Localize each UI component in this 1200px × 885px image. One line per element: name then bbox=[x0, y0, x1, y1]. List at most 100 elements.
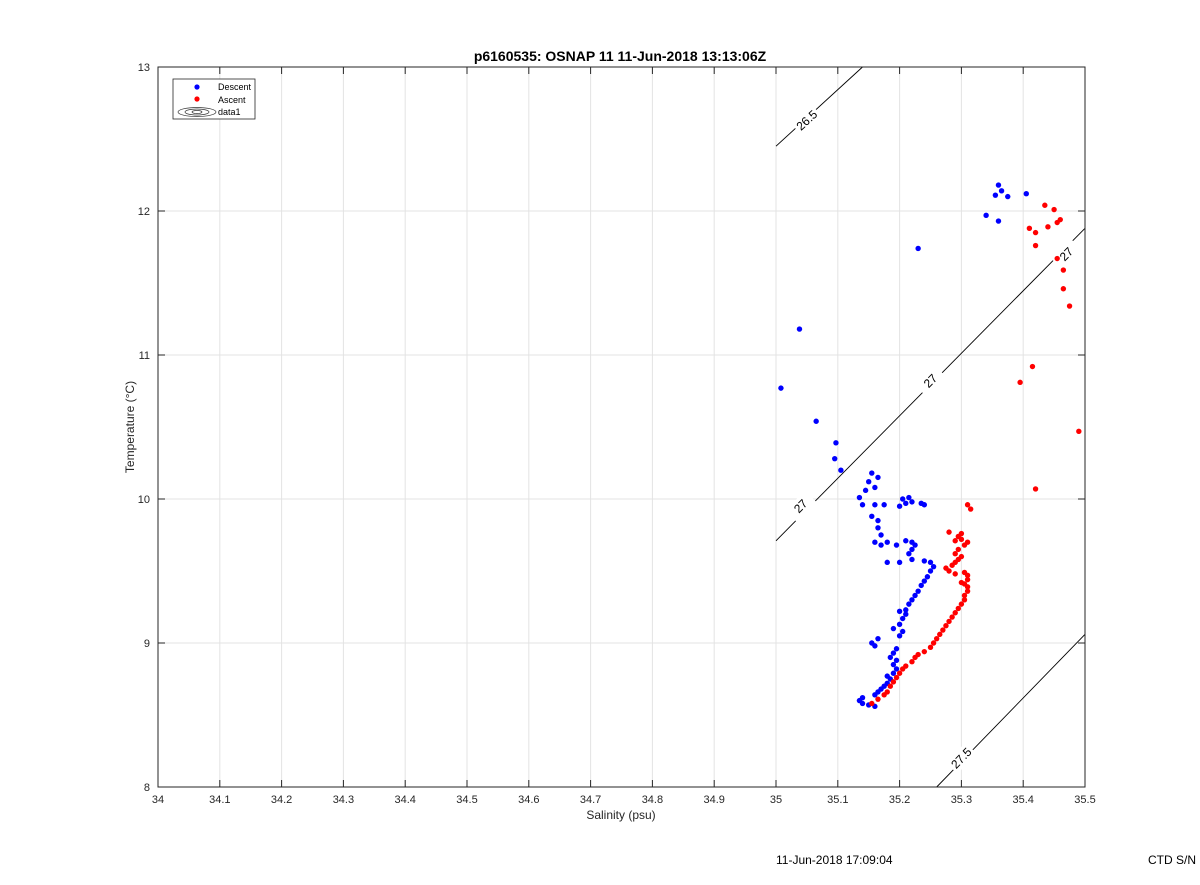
ascent-point bbox=[927, 644, 934, 651]
y-tick-label: 13 bbox=[138, 62, 150, 74]
ascent-point bbox=[952, 610, 958, 616]
ascent-point bbox=[961, 569, 968, 576]
ascent-point bbox=[952, 538, 958, 544]
ascent-point bbox=[949, 614, 955, 620]
descent-point bbox=[862, 487, 869, 494]
descent-point bbox=[890, 625, 897, 632]
x-tick-label: 35.3 bbox=[951, 794, 972, 806]
descent-point bbox=[878, 542, 884, 548]
legend-ascent-label: Ascent bbox=[218, 95, 246, 105]
descent-point bbox=[893, 666, 900, 672]
ascent-point bbox=[937, 631, 943, 638]
descent-point bbox=[893, 657, 900, 663]
descent-point bbox=[909, 556, 915, 563]
descent-point bbox=[869, 513, 875, 519]
descent-point bbox=[906, 551, 912, 557]
descent-point bbox=[896, 633, 903, 639]
descent-point bbox=[890, 661, 897, 668]
descent-point bbox=[896, 608, 903, 615]
data-points bbox=[778, 182, 1082, 710]
ascent-point bbox=[958, 553, 965, 560]
ascent-point bbox=[1042, 202, 1048, 208]
ascent-point bbox=[1066, 303, 1073, 309]
x-tick-label: 34.5 bbox=[456, 794, 477, 806]
contour-label-bg bbox=[785, 490, 817, 522]
ascent-point bbox=[887, 683, 894, 689]
legend-ascent-marker bbox=[194, 96, 200, 102]
ascent-point bbox=[1051, 206, 1057, 213]
descent-point bbox=[833, 440, 839, 446]
descent-point bbox=[893, 542, 900, 548]
x-tick-label: 34.9 bbox=[703, 794, 724, 806]
x-tick-label: 35.5 bbox=[1074, 794, 1095, 806]
y-tick-label: 11 bbox=[139, 350, 150, 362]
descent-point bbox=[896, 559, 903, 566]
chart-title: p6160535: OSNAP 11 11-Jun-2018 13:13:06Z bbox=[474, 48, 767, 64]
ascent-point bbox=[1029, 363, 1036, 370]
descent-point bbox=[778, 385, 784, 391]
ascent-point bbox=[958, 601, 965, 607]
legend: Descent Ascent data1 bbox=[172, 78, 256, 120]
descent-point bbox=[912, 592, 918, 599]
ascent-point bbox=[964, 502, 971, 508]
descent-point bbox=[872, 484, 878, 491]
ascent-point bbox=[869, 700, 875, 707]
legend-descent-label: Descent bbox=[218, 82, 252, 92]
legend-box bbox=[172, 78, 256, 120]
ascent-point bbox=[884, 689, 890, 695]
x-tick-label: 34 bbox=[152, 794, 164, 806]
descent-point bbox=[881, 502, 887, 508]
ascent-point bbox=[1057, 216, 1063, 223]
descent-point bbox=[866, 479, 872, 485]
ascent-point bbox=[1032, 486, 1039, 492]
descent-point bbox=[884, 673, 890, 679]
ascent-point bbox=[1045, 224, 1051, 230]
ascent-point bbox=[955, 546, 962, 553]
descent-point bbox=[915, 245, 921, 252]
contour-label-bg bbox=[945, 742, 977, 774]
descent-point bbox=[903, 500, 909, 507]
ascent-point bbox=[958, 579, 965, 586]
ascent-point bbox=[875, 696, 881, 702]
contour-legend-icon bbox=[177, 107, 217, 117]
ascent-point bbox=[958, 530, 965, 537]
ascent-point bbox=[952, 551, 958, 557]
ascent-point bbox=[940, 627, 946, 633]
ascent-point bbox=[1060, 267, 1067, 273]
ascent-point bbox=[915, 651, 921, 658]
ascent-point bbox=[946, 529, 952, 535]
ascent-point bbox=[890, 679, 897, 685]
descent-point bbox=[899, 628, 906, 635]
descent-point bbox=[878, 532, 884, 538]
x-axis-ticks: 34 34.1 34.2 34.3 34.4 34.5 34.6 34.7 34.8 34.9 35… bbox=[152, 67, 1096, 806]
legend-data1-label: data1 bbox=[218, 107, 241, 117]
descent-point bbox=[875, 517, 881, 524]
descent-point bbox=[983, 212, 989, 219]
descent-point bbox=[1023, 191, 1029, 197]
ascent-point bbox=[896, 670, 903, 676]
descent-point bbox=[998, 188, 1005, 194]
ascent-point bbox=[1026, 225, 1033, 231]
descent-point bbox=[906, 494, 912, 501]
contour-label-bg bbox=[791, 104, 823, 136]
descent-point bbox=[899, 496, 906, 502]
x-tick-label: 34.1 bbox=[209, 794, 230, 806]
descent-point bbox=[921, 558, 928, 564]
descent-point bbox=[875, 474, 881, 481]
descent-point bbox=[1005, 193, 1011, 200]
ascent-point bbox=[943, 623, 949, 629]
ascent-point bbox=[1076, 428, 1082, 435]
ascent-point bbox=[967, 506, 974, 512]
descent-point bbox=[859, 502, 866, 508]
descent-point bbox=[909, 597, 915, 603]
descent-point bbox=[909, 539, 915, 545]
ascent-point bbox=[933, 635, 940, 642]
descent-point bbox=[869, 470, 875, 476]
descent-point bbox=[813, 418, 819, 424]
y-tick-label: 9 bbox=[144, 638, 150, 650]
ascent-point bbox=[964, 588, 971, 594]
descent-point bbox=[995, 182, 1002, 188]
descent-point bbox=[915, 588, 921, 594]
descent-point bbox=[921, 502, 928, 508]
